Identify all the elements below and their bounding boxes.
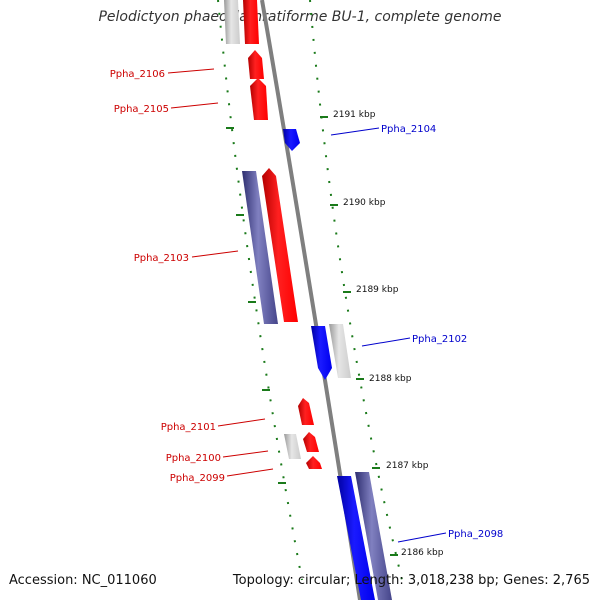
homolog-block-left[interactable] xyxy=(242,171,278,324)
major-ticks xyxy=(226,116,398,556)
label-ppha-2102[interactable]: Ppha_2102 xyxy=(412,334,467,345)
gene-feature-grey-top[interactable] xyxy=(224,0,240,44)
gene-feature-grey-2100[interactable] xyxy=(284,434,301,459)
label-ppha-2103[interactable]: Ppha_2103 xyxy=(134,253,189,264)
leader-ppha-2100 xyxy=(222,450,269,458)
scale-label-2191: 2191 kbp xyxy=(333,110,376,120)
gene-ppha-2101[interactable] xyxy=(298,398,314,425)
leader-ppha-2103 xyxy=(191,250,239,258)
homolog-block-right[interactable] xyxy=(355,472,392,600)
label-ppha-2104[interactable]: Ppha_2104 xyxy=(381,124,436,135)
label-ppha-2100[interactable]: Ppha_2100 xyxy=(166,453,221,464)
gene-ppha-2105[interactable] xyxy=(250,78,268,120)
genome-summary-text: Topology: circular; Length: 3,018,238 bp… xyxy=(232,573,590,588)
label-ppha-2098[interactable]: Ppha_2098 xyxy=(448,529,503,540)
leader-ppha-2106 xyxy=(167,68,215,74)
scale-label-2186: 2186 kbp xyxy=(401,548,444,558)
gene-ppha-2103[interactable] xyxy=(262,168,298,322)
label-ppha-2101[interactable]: Ppha_2101 xyxy=(161,422,216,433)
gene-ppha-2098[interactable] xyxy=(337,476,375,600)
scale-label-2189: 2189 kbp xyxy=(356,285,399,295)
map-title: Pelodictyon phaeoclathratiforme BU-1, co… xyxy=(98,9,502,25)
gene-ppha-2104[interactable] xyxy=(283,129,300,151)
leader-ppha-2102 xyxy=(361,337,411,347)
gene-ppha-2099[interactable] xyxy=(306,456,322,469)
leader-ppha-2104 xyxy=(330,127,380,136)
gene-ppha-2106[interactable] xyxy=(248,50,264,79)
label-ppha-2099[interactable]: Ppha_2099 xyxy=(170,473,225,484)
leader-ppha-2105 xyxy=(170,102,219,109)
leader-ppha-2099 xyxy=(226,468,274,477)
gene-ppha-2100[interactable] xyxy=(303,432,319,452)
accession-text: Accession: NC_011060 xyxy=(9,573,157,588)
gene-feature-grey-2102[interactable] xyxy=(329,324,351,378)
label-ppha-2105[interactable]: Ppha_2105 xyxy=(114,104,169,115)
leader-ppha-2101 xyxy=(217,418,266,427)
gene-ppha-2102[interactable] xyxy=(311,326,332,380)
scale-label-2187: 2187 kbp xyxy=(386,461,429,471)
leader-ppha-2098 xyxy=(397,532,447,543)
gene-feature-red-top[interactable] xyxy=(243,0,259,44)
scale-label-2188: 2188 kbp xyxy=(369,374,412,384)
label-ppha-2106[interactable]: Ppha_2106 xyxy=(110,69,165,80)
scale-label-2190: 2190 kbp xyxy=(343,198,386,208)
